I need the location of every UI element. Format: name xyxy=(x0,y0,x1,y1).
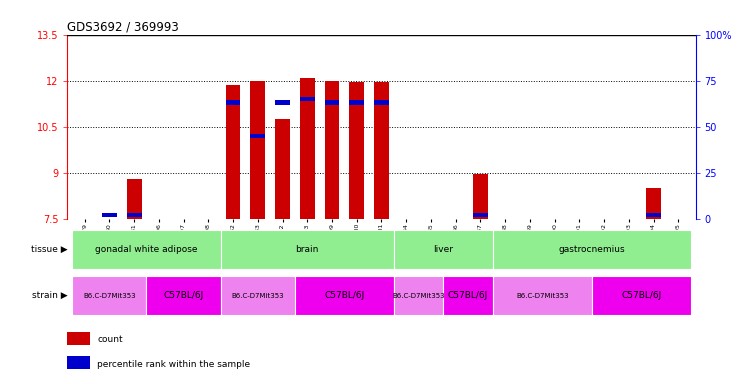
Text: brain: brain xyxy=(295,245,319,254)
Text: B6.C-D7Mit353: B6.C-D7Mit353 xyxy=(392,293,445,299)
Bar xyxy=(126,213,141,217)
Text: B6.C-D7Mit353: B6.C-D7Mit353 xyxy=(83,293,135,299)
Text: C57BL/6J: C57BL/6J xyxy=(164,291,203,300)
Bar xyxy=(300,78,315,219)
Text: gastrocnemius: gastrocnemius xyxy=(559,245,625,254)
Bar xyxy=(592,276,690,315)
Bar xyxy=(67,332,90,345)
Bar xyxy=(102,213,117,217)
Text: gonadal white adipose: gonadal white adipose xyxy=(95,245,197,254)
Bar xyxy=(226,85,240,219)
Bar xyxy=(295,276,394,315)
Bar xyxy=(444,276,493,315)
Bar xyxy=(147,276,221,315)
Bar xyxy=(473,213,488,217)
Bar xyxy=(251,81,266,219)
Bar xyxy=(251,134,266,138)
Bar xyxy=(73,276,147,315)
Bar xyxy=(646,188,661,219)
Bar xyxy=(275,119,290,219)
Bar xyxy=(325,81,340,219)
Text: tissue ▶: tissue ▶ xyxy=(31,245,67,254)
Bar xyxy=(646,213,661,217)
Bar xyxy=(394,230,493,269)
Text: GDS3692 / 369993: GDS3692 / 369993 xyxy=(67,20,179,33)
Bar xyxy=(226,101,240,105)
Text: C57BL/6J: C57BL/6J xyxy=(324,291,364,300)
Text: C57BL/6J: C57BL/6J xyxy=(448,291,488,300)
Bar xyxy=(349,82,364,219)
Text: C57BL/6J: C57BL/6J xyxy=(621,291,661,300)
Bar xyxy=(67,356,90,369)
Text: B6.C-D7Mit353: B6.C-D7Mit353 xyxy=(516,293,568,299)
Text: liver: liver xyxy=(433,245,453,254)
Bar xyxy=(221,230,394,269)
Bar xyxy=(374,82,389,219)
Bar xyxy=(126,179,141,219)
Bar xyxy=(374,101,389,105)
Bar xyxy=(394,276,444,315)
Bar xyxy=(300,97,315,101)
Bar xyxy=(493,276,592,315)
Text: B6.C-D7Mit353: B6.C-D7Mit353 xyxy=(231,293,284,299)
Bar xyxy=(275,101,290,105)
Bar xyxy=(493,230,690,269)
Bar xyxy=(473,174,488,219)
Bar xyxy=(221,276,295,315)
Text: count: count xyxy=(97,335,123,344)
Text: strain ▶: strain ▶ xyxy=(31,291,67,300)
Text: percentile rank within the sample: percentile rank within the sample xyxy=(97,359,251,369)
Bar xyxy=(73,230,221,269)
Bar xyxy=(349,101,364,105)
Bar xyxy=(325,101,340,105)
